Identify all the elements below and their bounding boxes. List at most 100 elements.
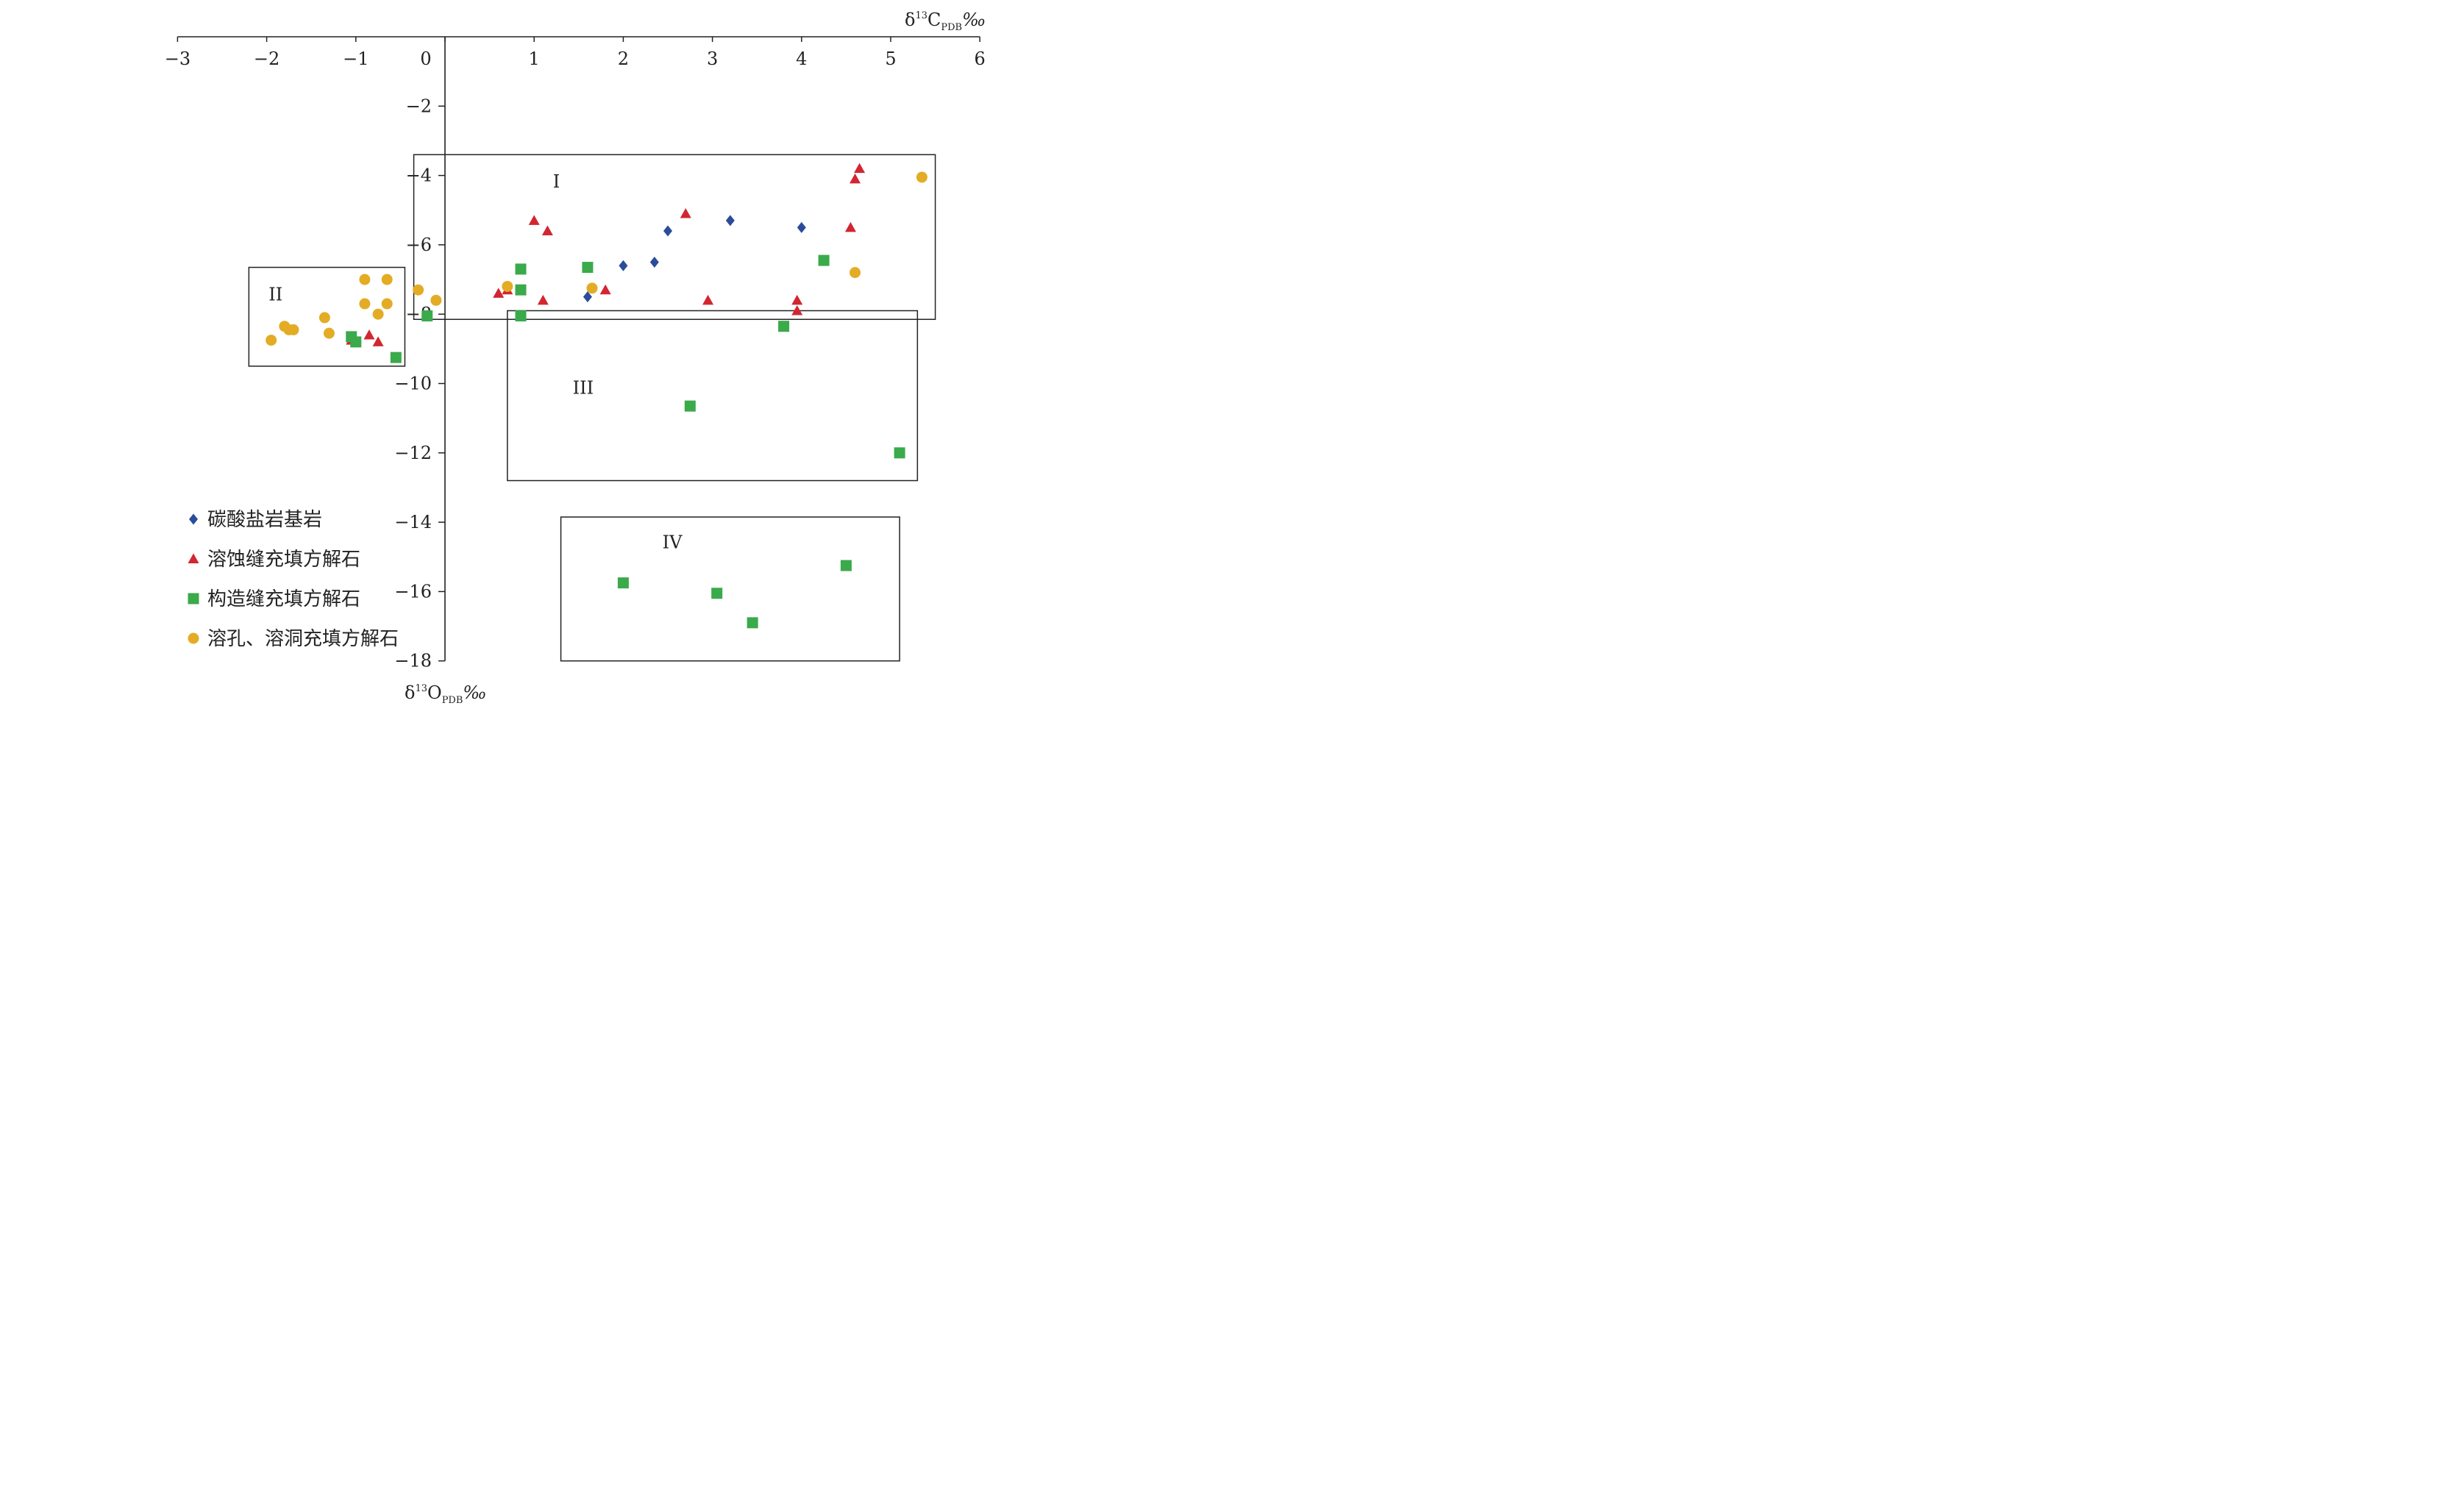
square-point [350, 336, 362, 348]
square-point [515, 263, 527, 275]
legend-label: 碳酸盐岩基岩 [207, 509, 322, 531]
ticks-layer: −3 −2 −1 0 1 2 3 4 5 6−2−4−6−8−10−12−14−16−18 [165, 37, 986, 671]
diamond-point [649, 256, 659, 268]
legend-item: 溶孔、溶洞充填方解石 [188, 628, 399, 650]
legend-label: 溶孔、溶洞充填方解石 [207, 628, 399, 650]
y-tick-label: −2 [406, 96, 432, 116]
x-axis-title-main: C [927, 10, 941, 30]
triangle-point [363, 329, 375, 340]
circle-point [586, 282, 598, 294]
circle-point [413, 284, 424, 296]
y-tick-label: −18 [394, 651, 432, 671]
triangle-point [541, 225, 553, 236]
x-tick-label: −1 [343, 49, 368, 69]
square-point [818, 254, 830, 266]
series-4-points [266, 171, 927, 346]
circle-point [266, 335, 277, 346]
square-point [421, 310, 433, 322]
y-tick-label: −6 [406, 235, 432, 255]
triangle-point [791, 304, 803, 315]
diamond-point [663, 225, 672, 237]
square-point [747, 617, 758, 629]
triangle-point [493, 288, 505, 298]
triangle-point [537, 294, 549, 305]
circle-point [430, 294, 442, 306]
circle-point [318, 312, 330, 324]
region-box-iii [507, 310, 919, 482]
square-point [778, 321, 790, 332]
square-point [684, 400, 696, 412]
circle-point [359, 274, 371, 285]
triangle-point [599, 284, 611, 295]
x-tick-label: 6 [975, 49, 986, 69]
y-axis-title-sup: 13 [415, 683, 427, 694]
series-3-points [346, 254, 905, 629]
diamond-point [583, 291, 592, 303]
legend-item: 碳酸盐岩基岩 [189, 509, 322, 531]
circle-point [359, 298, 371, 310]
x-axis-title-sub: PDB [941, 22, 962, 33]
region-box-i [413, 154, 936, 321]
circle-point [323, 327, 335, 339]
square-point [390, 352, 402, 363]
legend-square-icon [188, 593, 199, 605]
legend-circle-icon [188, 632, 199, 644]
y-axis-title-main: O [427, 682, 442, 703]
y-tick-label: −14 [394, 512, 432, 532]
x-tick-label: 3 [707, 49, 718, 69]
region-label-i: I [553, 171, 560, 192]
y-axis-title: δ13OPDB‰ [405, 682, 487, 706]
triangle-point [680, 207, 691, 218]
triangle-point [850, 173, 861, 184]
triangle-point [702, 294, 714, 305]
triangle-point [844, 221, 856, 232]
circle-point [850, 267, 861, 279]
diamond-point [797, 221, 806, 233]
x-tick-label: 4 [796, 49, 807, 69]
square-point [582, 262, 594, 274]
x-tick-label: 5 [885, 49, 896, 69]
region-box-iv [560, 516, 900, 662]
x-tick-label: −3 [165, 49, 190, 69]
region-label-iii: III [573, 378, 594, 399]
series-1-points [583, 215, 806, 303]
x-tick-label: 0 [420, 49, 431, 69]
x-tick-label: 2 [618, 49, 629, 69]
diamond-point [725, 215, 735, 227]
legend-label: 溶蚀缝充填方解石 [207, 549, 360, 571]
x-tick-label: −2 [254, 49, 279, 69]
circle-point [381, 274, 393, 285]
diamond-point [619, 260, 628, 271]
points-layer [266, 163, 927, 629]
legend-triangle-icon [188, 553, 199, 563]
x-axis-title-base: δ [905, 10, 915, 30]
region-label-ii: II [268, 284, 282, 304]
circle-point [381, 298, 393, 310]
triangle-point [372, 336, 384, 346]
x-axis-title-sup: 13 [915, 10, 927, 21]
axes-layer [177, 36, 980, 661]
y-axis-title-base: δ [405, 682, 415, 703]
region-box-ii [248, 266, 406, 367]
y-tick-label: −4 [406, 165, 432, 186]
square-point [894, 447, 905, 459]
circle-point [372, 308, 384, 320]
y-tick-label: −12 [394, 443, 432, 463]
circle-point [502, 280, 513, 292]
square-point [617, 577, 629, 589]
square-point [711, 588, 723, 599]
triangle-point [791, 294, 803, 305]
square-point [515, 284, 527, 296]
x-axis-title: δ13CPDB‰ [905, 10, 986, 33]
legend-diamond-icon [189, 513, 198, 525]
circle-point [916, 171, 927, 183]
region-label-iv: IV [663, 532, 683, 552]
circle-point [288, 324, 299, 335]
y-axis-title-sub: PDB [442, 695, 463, 706]
x-tick-label: 1 [529, 49, 540, 69]
legend-label: 构造缝充填方解石 [207, 588, 360, 610]
y-tick-label: −16 [394, 581, 432, 602]
